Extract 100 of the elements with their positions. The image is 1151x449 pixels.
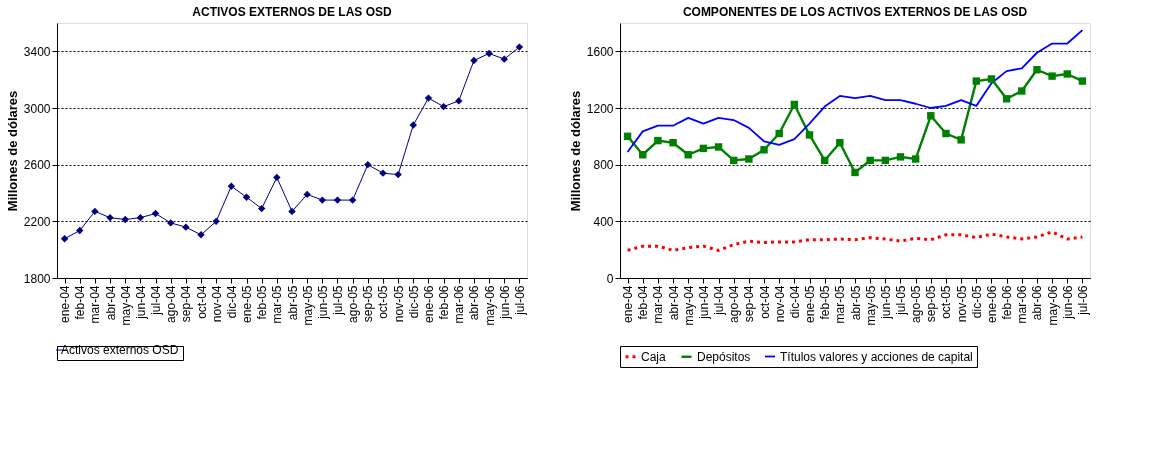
x-tick-label: abr-05 [285, 285, 300, 321]
y-tick-label: 1600 [586, 44, 614, 59]
x-tick-label: may-04 [681, 285, 696, 326]
point [318, 196, 327, 204]
x-tick-label: ene-06 [421, 285, 436, 323]
point [242, 193, 251, 201]
x-tick-label: may-06 [482, 285, 497, 326]
point [500, 55, 508, 63]
x-tick-label: feb-04 [636, 285, 651, 320]
point [911, 155, 920, 163]
x-tick-label: ene-04 [621, 285, 636, 323]
x-tick-label: mar-04 [88, 285, 103, 324]
x-tick-label: dic-04 [787, 285, 802, 319]
legend-label: Caja [641, 349, 667, 364]
point [167, 219, 175, 227]
x-tick-label: oct-05 [376, 285, 391, 319]
point [151, 209, 160, 218]
point [348, 196, 357, 204]
chart-title: ACTIVOS EXTERNOS DE LAS OSD [192, 5, 393, 19]
x-tick-label: ene-05 [240, 285, 255, 323]
point [669, 139, 677, 147]
x-tick-label: mar-04 [651, 285, 666, 324]
point [136, 213, 145, 222]
y-tick-label: 2200 [23, 214, 51, 229]
line-series [626, 29, 1084, 153]
x-tick-label: feb-04 [73, 285, 88, 320]
x-tick-label: feb-05 [818, 285, 833, 320]
x-tick-label: ago-05 [909, 285, 924, 323]
x-tick-label: mar-06 [452, 285, 467, 324]
y-tick-label: 2600 [23, 158, 51, 173]
point [121, 215, 129, 224]
x-tick-label: jun-05 [315, 285, 330, 320]
point [273, 173, 281, 182]
x-tick-label: oct-05 [939, 285, 954, 319]
point [987, 75, 996, 83]
x-tick-label: may-04 [118, 285, 133, 326]
x-tick-label: jun-06 [497, 285, 512, 320]
x-tick-label: jul-06 [1075, 285, 1090, 316]
x-tick-label: ago-04 [164, 285, 179, 323]
y-tick-label: 800 [593, 158, 614, 173]
point [851, 168, 859, 177]
x-tick-label: nov-05 [954, 285, 969, 323]
point [91, 207, 99, 216]
point [836, 139, 844, 147]
point [288, 207, 296, 216]
point [654, 136, 662, 145]
x-tick-label: abr-06 [1030, 285, 1045, 321]
x-tick-label: nov-04 [772, 285, 787, 323]
point [942, 129, 950, 138]
point [775, 129, 783, 138]
x-tick-label: feb-06 [1000, 285, 1015, 320]
y-tick-label: 400 [593, 214, 614, 229]
point [1063, 70, 1071, 78]
y-axis-title: Millones de dólares [4, 90, 20, 212]
point [333, 196, 342, 204]
x-tick-label: ago-04 [727, 285, 742, 323]
x-tick-label: abr-04 [103, 285, 118, 321]
x-tick-label: sep-04 [179, 285, 194, 323]
point [394, 170, 402, 179]
y-tick-label: 0 [606, 271, 614, 286]
x-tick-label: jul-06 [512, 285, 527, 316]
x-tick-label: feb-05 [255, 285, 270, 320]
x-tick-label: dic-05 [406, 285, 421, 319]
point [364, 160, 372, 169]
point [424, 94, 433, 102]
point [805, 131, 814, 139]
x-tick-label: jun-05 [878, 285, 893, 320]
x-tick-label: jul-05 [893, 285, 908, 316]
x-tick-label: sep-04 [742, 285, 757, 323]
x-tick-label: sep-05 [361, 285, 376, 323]
x-tick-label: jul-04 [149, 285, 164, 316]
point [745, 155, 753, 163]
point [257, 204, 266, 213]
y-axis-title: Millones de dólares [567, 90, 583, 212]
y-tick-label: 3400 [23, 44, 51, 59]
x-tick-label: feb-06 [437, 285, 452, 320]
x-tick-label: abr-05 [848, 285, 863, 321]
x-tick-label: dic-04 [224, 285, 239, 319]
x-tick-label: ago-05 [346, 285, 361, 323]
point [212, 217, 220, 226]
point [1048, 72, 1056, 80]
point [1033, 66, 1041, 74]
x-tick-label: sep-05 [924, 285, 939, 323]
point [485, 49, 493, 58]
y-tick-label: 3000 [23, 101, 51, 116]
point [1078, 77, 1087, 85]
legend-label: Títulos valores y acciones de capital [780, 349, 973, 364]
point [760, 146, 768, 154]
y-tick-label: 1800 [23, 271, 51, 286]
point [76, 226, 84, 235]
y-tick-label: 1200 [586, 101, 614, 116]
chart-title: COMPONENTES DE LOS ACTIVOS EXTERNOS DE LAS OSD [682, 5, 1028, 19]
x-tick-label: abr-06 [467, 285, 482, 321]
x-tick-label: abr-04 [666, 285, 681, 321]
x-tick-label: dic-05 [969, 285, 984, 319]
x-tick-label: ene-05 [803, 285, 818, 323]
point [439, 102, 448, 111]
point [227, 182, 236, 190]
point [60, 235, 69, 243]
x-tick-label: nov-04 [209, 285, 224, 323]
